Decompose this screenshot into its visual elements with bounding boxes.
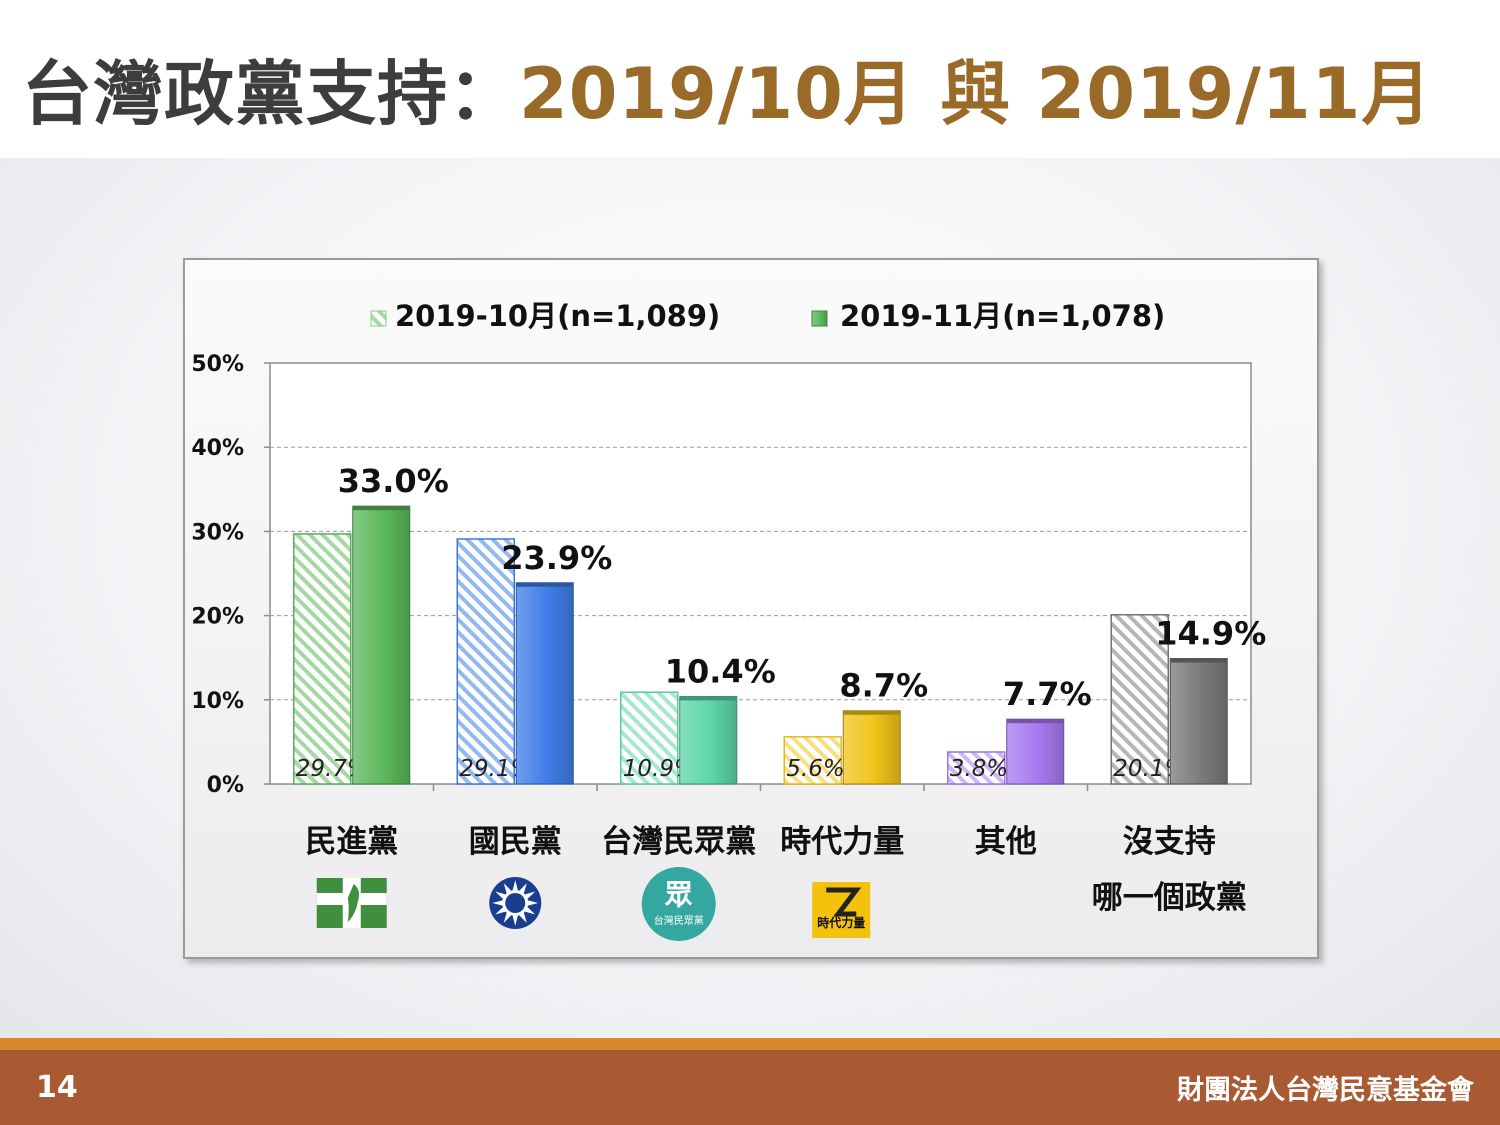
tpp-logo-text: 台灣民眾黨	[654, 914, 704, 927]
bar-nov-label: 8.7%	[839, 667, 928, 705]
legend-swatch-oct	[370, 310, 387, 327]
category-label: 國民黨	[469, 824, 562, 860]
kmt-logo-ray	[512, 880, 518, 891]
kmt-logo-ray	[495, 907, 506, 915]
y-tick-label: 10%	[191, 689, 244, 714]
npp-logo-mark	[826, 887, 862, 917]
bar-oct	[456, 538, 515, 785]
title-prefix: 台灣政黨支持：	[22, 53, 519, 135]
y-tick-label: 20%	[191, 605, 244, 630]
title-range: 2019/10月 與 2019/11月	[519, 53, 1433, 135]
bar-nov-top	[352, 506, 410, 511]
bar-oct-label: 3.8%	[950, 756, 1008, 782]
npp-logo-text: 時代力量	[817, 915, 865, 930]
bar-nov	[679, 695, 738, 785]
bar-nov-top	[516, 582, 574, 587]
kmt-logo-ray	[495, 891, 506, 899]
y-tick-label: 50%	[191, 352, 244, 377]
kmt-logo-ray	[527, 900, 539, 906]
kmt-logo-ray	[503, 912, 512, 923]
title-bar: 台灣政黨支持：2019/10月 與 2019/11月	[0, 0, 1500, 158]
y-tick-label: 40%	[191, 436, 244, 461]
category-label: 民進黨	[305, 824, 398, 860]
kmt-logo-ray	[519, 883, 527, 894]
bar-nov-label: 10.4%	[665, 652, 776, 690]
organization-name: 財團法人台灣民意基金會	[1177, 1075, 1474, 1106]
plot-area	[269, 362, 1252, 785]
bar-nov	[1169, 658, 1228, 785]
page-title: 台灣政黨支持：2019/10月 與 2019/11月	[22, 38, 1432, 139]
legend-label-nov: 2019-11月(n=1,078)	[840, 299, 1165, 333]
kmt-logo-ray	[492, 900, 503, 906]
tpp-logo-disc	[641, 867, 716, 941]
bar-nov-label: 14.9%	[1155, 615, 1266, 653]
dpp-logo	[316, 878, 387, 928]
footer-bar	[0, 1050, 1500, 1125]
kmt-logo-ray	[524, 891, 536, 899]
bar-nov	[352, 505, 411, 785]
bar-nov-top	[679, 696, 737, 701]
kmt-logo	[489, 877, 542, 929]
tpp-logo-mark: 眾	[664, 878, 693, 911]
bar-nov-top	[843, 710, 901, 715]
bar-nov	[515, 582, 574, 785]
y-tick-label: 0%	[207, 773, 244, 798]
legend-label-oct: 2019-10月(n=1,089)	[395, 299, 720, 333]
footer-accent-line	[0, 1038, 1500, 1050]
category-label: 其他	[975, 824, 1037, 860]
bar-nov-label: 33.0%	[338, 462, 449, 500]
kmt-logo-sun-core	[505, 893, 526, 913]
legend-swatch-nov	[811, 310, 828, 327]
category-label: 台灣民眾黨	[601, 824, 756, 860]
kmt-logo-ray	[512, 915, 518, 926]
bar-oct	[783, 736, 842, 785]
kmt-logo-ray	[519, 912, 527, 923]
page-number: 14	[36, 1070, 78, 1105]
bar-nov-label: 23.9%	[501, 539, 612, 577]
party-support-chart: 0%10%20%30%40%50%29.7%33.0%民進黨29.1%23.9%…	[191, 299, 1266, 941]
y-tick-label: 30%	[191, 520, 244, 545]
bar-oct	[947, 751, 1006, 785]
bar-nov-top	[1006, 719, 1064, 724]
category-label: 時代力量	[780, 824, 904, 860]
bar-oct	[1110, 614, 1169, 785]
npp-logo: 時代力量	[812, 882, 871, 938]
bar-nov-top	[1170, 658, 1228, 663]
bar-nov	[1006, 718, 1065, 785]
kmt-logo-ray	[503, 883, 512, 894]
bar-oct	[620, 691, 679, 785]
dpp-logo-island	[347, 884, 360, 922]
kmt-logo-ray	[524, 907, 536, 915]
category-label: 哪一個政黨	[1092, 880, 1247, 916]
bar-oct-label: 5.6%	[786, 756, 844, 782]
bar-oct	[293, 533, 352, 785]
category-label: 沒支持	[1123, 824, 1216, 860]
bar-nov-label: 7.7%	[1003, 675, 1092, 713]
bar-nov	[842, 710, 901, 785]
chart-frame: 0% 10% 20% 30% 40% 50% 29.7% 33.0% 民進黨 29.1% 23.9%…	[183, 258, 1319, 959]
